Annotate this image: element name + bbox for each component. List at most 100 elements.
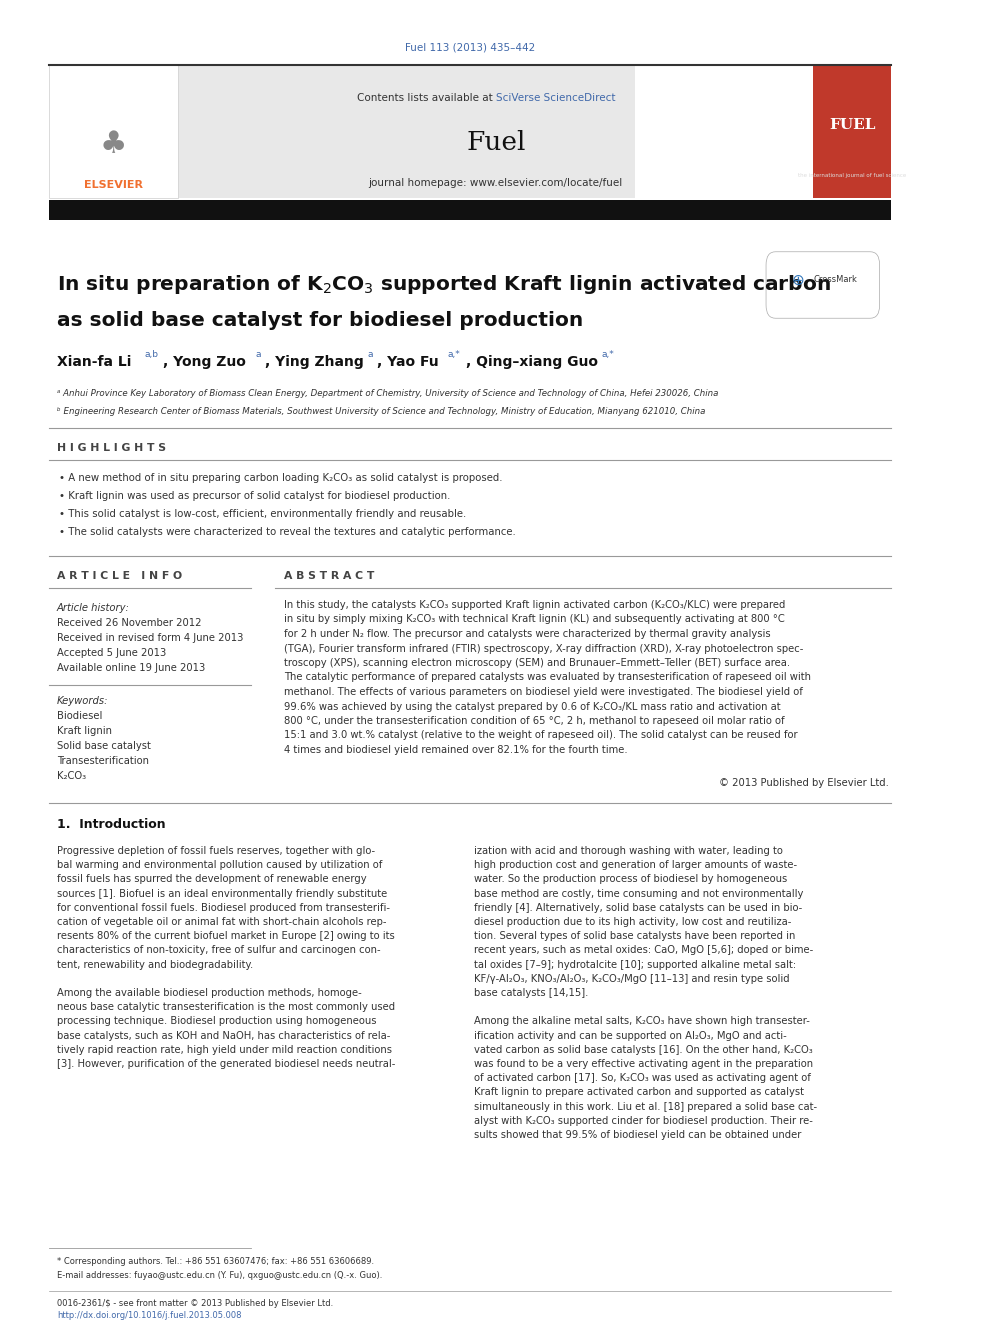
- Text: neous base catalytic transesterification is the most commonly used: neous base catalytic transesterification…: [57, 1003, 395, 1012]
- Text: Solid base catalyst: Solid base catalyst: [57, 741, 151, 751]
- Text: ᵇ Engineering Research Center of Biomass Materials, Southwest University of Scie: ᵇ Engineering Research Center of Biomass…: [57, 406, 705, 415]
- Text: base catalysts, such as KOH and NaOH, has characteristics of rela-: base catalysts, such as KOH and NaOH, ha…: [57, 1031, 390, 1041]
- Text: • The solid catalysts were characterized to reveal the textures and catalytic pe: • The solid catalysts were characterized…: [59, 527, 516, 537]
- Text: sults showed that 99.5% of biodiesel yield can be obtained under: sults showed that 99.5% of biodiesel yie…: [474, 1130, 802, 1140]
- Text: 0016-2361/$ - see front matter © 2013 Published by Elsevier Ltd.: 0016-2361/$ - see front matter © 2013 Pu…: [57, 1298, 333, 1307]
- Text: processing technique. Biodiesel production using homogeneous: processing technique. Biodiesel producti…: [57, 1016, 376, 1027]
- FancyBboxPatch shape: [50, 200, 891, 220]
- Text: resents 80% of the current biofuel market in Europe [2] owing to its: resents 80% of the current biofuel marke…: [57, 931, 395, 941]
- Text: in situ by simply mixing K₂CO₃ with technical Kraft lignin (KL) and subsequently: in situ by simply mixing K₂CO₃ with tech…: [285, 614, 785, 624]
- Text: cation of vegetable oil or animal fat with short-chain alcohols rep-: cation of vegetable oil or animal fat wi…: [57, 917, 386, 927]
- Text: tively rapid reaction rate, high yield under mild reaction conditions: tively rapid reaction rate, high yield u…: [57, 1045, 392, 1054]
- Text: The catalytic performance of prepared catalysts was evaluated by transesterifica: The catalytic performance of prepared ca…: [285, 672, 811, 683]
- Text: ⊕: ⊕: [792, 273, 805, 287]
- Text: A R T I C L E   I N F O: A R T I C L E I N F O: [57, 572, 182, 581]
- Text: , Yong Zuo: , Yong Zuo: [163, 355, 246, 369]
- Text: 4 times and biodiesel yield remained over 82.1% for the fourth time.: 4 times and biodiesel yield remained ove…: [285, 745, 628, 755]
- Text: Available online 19 June 2013: Available online 19 June 2013: [57, 663, 205, 673]
- Text: Article history:: Article history:: [57, 603, 130, 613]
- Text: CrossMark: CrossMark: [813, 275, 857, 284]
- Text: FUEL: FUEL: [829, 118, 876, 132]
- Text: ification activity and can be supported on Al₂O₃, MgO and acti-: ification activity and can be supported …: [474, 1031, 787, 1041]
- Text: diesel production due to its high activity, low cost and reutiliza-: diesel production due to its high activi…: [474, 917, 792, 927]
- Text: Among the available biodiesel production methods, homoge-: Among the available biodiesel production…: [57, 988, 362, 998]
- Text: H I G H L I G H T S: H I G H L I G H T S: [57, 443, 166, 452]
- Text: , Ying Zhang: , Ying Zhang: [266, 355, 364, 369]
- FancyBboxPatch shape: [179, 65, 635, 198]
- FancyBboxPatch shape: [813, 65, 891, 198]
- Text: Biodiesel: Biodiesel: [57, 710, 102, 721]
- Text: ELSEVIER: ELSEVIER: [84, 180, 143, 191]
- Text: high production cost and generation of larger amounts of waste-: high production cost and generation of l…: [474, 860, 798, 871]
- Text: methanol. The effects of various parameters on biodiesel yield were investigated: methanol. The effects of various paramet…: [285, 687, 804, 697]
- Text: , Qing–xiang Guo: , Qing–xiang Guo: [466, 355, 598, 369]
- Text: base catalysts [14,15].: base catalysts [14,15].: [474, 988, 588, 998]
- Text: SciVerse ScienceDirect: SciVerse ScienceDirect: [496, 93, 615, 103]
- Text: Contents lists available at: Contents lists available at: [357, 93, 496, 103]
- Text: In this study, the catalysts K₂CO₃ supported Kraft lignin activated carbon (K₂CO: In this study, the catalysts K₂CO₃ suppo…: [285, 601, 786, 610]
- Text: base method are costly, time consuming and not environmentally: base method are costly, time consuming a…: [474, 889, 804, 898]
- Text: as solid base catalyst for biodiesel production: as solid base catalyst for biodiesel pro…: [57, 311, 583, 329]
- Text: , Yao Fu: , Yao Fu: [377, 355, 438, 369]
- Text: tal oxides [7–9]; hydrotalcite [10]; supported alkaline metal salt:: tal oxides [7–9]; hydrotalcite [10]; sup…: [474, 959, 797, 970]
- Text: alyst with K₂CO₃ supported cinder for biodiesel production. Their re-: alyst with K₂CO₃ supported cinder for bi…: [474, 1115, 812, 1126]
- Text: troscopy (XPS), scanning electron microscopy (SEM) and Brunauer–Emmett–Teller (B: troscopy (XPS), scanning electron micros…: [285, 658, 791, 668]
- Text: a,*: a,*: [447, 349, 460, 359]
- Text: of activated carbon [17]. So, K₂CO₃ was used as activating agent of: of activated carbon [17]. So, K₂CO₃ was …: [474, 1073, 810, 1084]
- Text: 99.6% was achieved by using the catalyst prepared by 0.6 of K₂CO₃/KL mass ratio : 99.6% was achieved by using the catalyst…: [285, 701, 781, 712]
- Text: Fuel: Fuel: [466, 131, 526, 156]
- Text: for conventional fossil fuels. Biodiesel produced from transesterifi-: for conventional fossil fuels. Biodiesel…: [57, 902, 390, 913]
- Text: 800 °C, under the transesterification condition of 65 °C, 2 h, methanol to rapes: 800 °C, under the transesterification co…: [285, 716, 785, 726]
- Text: Received 26 November 2012: Received 26 November 2012: [57, 618, 201, 628]
- Text: Fuel 113 (2013) 435–442: Fuel 113 (2013) 435–442: [405, 44, 536, 53]
- Text: [3]. However, purification of the generated biodiesel needs neutral-: [3]. However, purification of the genera…: [57, 1058, 395, 1069]
- Text: (TGA), Fourier transform infrared (FTIR) spectroscopy, X-ray diffraction (XRD), : (TGA), Fourier transform infrared (FTIR)…: [285, 643, 804, 654]
- Text: Kraft lignin to prepare activated carbon and supported as catalyst: Kraft lignin to prepare activated carbon…: [474, 1088, 804, 1097]
- Text: journal homepage: www.elsevier.com/locate/fuel: journal homepage: www.elsevier.com/locat…: [369, 179, 623, 188]
- Text: characteristics of non-toxicity, free of sulfur and carcinogen con-: characteristics of non-toxicity, free of…: [57, 946, 381, 955]
- Text: K₂CO₃: K₂CO₃: [57, 771, 86, 781]
- Text: water. So the production process of biodiesel by homogeneous: water. So the production process of biod…: [474, 875, 788, 884]
- Text: Progressive depletion of fossil fuels reserves, together with glo-: Progressive depletion of fossil fuels re…: [57, 845, 375, 856]
- Text: a,*: a,*: [601, 349, 614, 359]
- Text: vated carbon as solid base catalysts [16]. On the other hand, K₂CO₃: vated carbon as solid base catalysts [16…: [474, 1045, 812, 1054]
- Text: bal warming and environmental pollution caused by utilization of: bal warming and environmental pollution …: [57, 860, 382, 871]
- Text: Keywords:: Keywords:: [57, 696, 108, 706]
- Text: • Kraft lignin was used as precursor of solid catalyst for biodiesel production.: • Kraft lignin was used as precursor of …: [59, 491, 450, 501]
- Text: was found to be a very effective activating agent in the preparation: was found to be a very effective activat…: [474, 1058, 813, 1069]
- Text: A B S T R A C T: A B S T R A C T: [285, 572, 375, 581]
- Text: ization with acid and thorough washing with water, leading to: ization with acid and thorough washing w…: [474, 845, 783, 856]
- Text: http://dx.doi.org/10.1016/j.fuel.2013.05.008: http://dx.doi.org/10.1016/j.fuel.2013.05…: [57, 1311, 241, 1320]
- Text: E-mail addresses: fuyao@ustc.edu.cn (Y. Fu), qxguo@ustc.edu.cn (Q.-x. Guo).: E-mail addresses: fuyao@ustc.edu.cn (Y. …: [57, 1271, 382, 1281]
- Text: • This solid catalyst is low-cost, efficient, environmentally friendly and reusa: • This solid catalyst is low-cost, effic…: [59, 509, 466, 519]
- Text: friendly [4]. Alternatively, solid base catalysts can be used in bio-: friendly [4]. Alternatively, solid base …: [474, 902, 803, 913]
- Text: In situ preparation of K$_2$CO$_3$ supported Kraft lignin activated carbon: In situ preparation of K$_2$CO$_3$ suppo…: [57, 274, 830, 296]
- Text: * Corresponding authors. Tel.: +86 551 63607476; fax: +86 551 63606689.: * Corresponding authors. Tel.: +86 551 6…: [57, 1257, 374, 1266]
- Text: recent years, such as metal oxides: CaO, MgO [5,6]; doped or bime-: recent years, such as metal oxides: CaO,…: [474, 946, 813, 955]
- FancyBboxPatch shape: [766, 251, 880, 319]
- Text: a,b: a,b: [144, 349, 158, 359]
- Text: Xian-fa Li: Xian-fa Li: [57, 355, 131, 369]
- Text: sources [1]. Biofuel is an ideal environmentally friendly substitute: sources [1]. Biofuel is an ideal environ…: [57, 889, 387, 898]
- Text: for 2 h under N₂ flow. The precursor and catalysts were characterized by thermal: for 2 h under N₂ flow. The precursor and…: [285, 628, 771, 639]
- Text: tion. Several types of solid base catalysts have been reported in: tion. Several types of solid base cataly…: [474, 931, 796, 941]
- Text: • A new method of in situ preparing carbon loading K₂CO₃ as solid catalyst is pr: • A new method of in situ preparing carb…: [59, 474, 502, 483]
- Text: simultaneously in this work. Liu et al. [18] prepared a solid base cat-: simultaneously in this work. Liu et al. …: [474, 1102, 817, 1111]
- Text: © 2013 Published by Elsevier Ltd.: © 2013 Published by Elsevier Ltd.: [719, 778, 889, 789]
- Text: Transesterification: Transesterification: [57, 755, 149, 766]
- FancyBboxPatch shape: [50, 65, 179, 198]
- Text: ♣: ♣: [100, 131, 127, 160]
- Text: the international journal of fuel science: the international journal of fuel scienc…: [799, 172, 907, 177]
- Text: fossil fuels has spurred the development of renewable energy: fossil fuels has spurred the development…: [57, 875, 366, 884]
- Text: a: a: [256, 349, 262, 359]
- Text: Among the alkaline metal salts, K₂CO₃ have shown high transester-: Among the alkaline metal salts, K₂CO₃ ha…: [474, 1016, 809, 1027]
- Text: Accepted 5 June 2013: Accepted 5 June 2013: [57, 648, 166, 658]
- Text: Kraft lignin: Kraft lignin: [57, 726, 112, 736]
- Text: 15:1 and 3.0 wt.% catalyst (relative to the weight of rapeseed oil). The solid c: 15:1 and 3.0 wt.% catalyst (relative to …: [285, 730, 798, 741]
- Text: Received in revised form 4 June 2013: Received in revised form 4 June 2013: [57, 632, 243, 643]
- Text: tent, renewability and biodegradability.: tent, renewability and biodegradability.: [57, 959, 253, 970]
- Text: 1.  Introduction: 1. Introduction: [57, 818, 166, 831]
- Text: KF/γ-Al₂O₃, KNO₃/Al₂O₃, K₂CO₃/MgO [11–13] and resin type solid: KF/γ-Al₂O₃, KNO₃/Al₂O₃, K₂CO₃/MgO [11–13…: [474, 974, 790, 984]
- Text: ᵃ Anhui Province Key Laboratory of Biomass Clean Energy, Department of Chemistry: ᵃ Anhui Province Key Laboratory of Bioma…: [57, 389, 718, 398]
- Text: a: a: [368, 349, 373, 359]
